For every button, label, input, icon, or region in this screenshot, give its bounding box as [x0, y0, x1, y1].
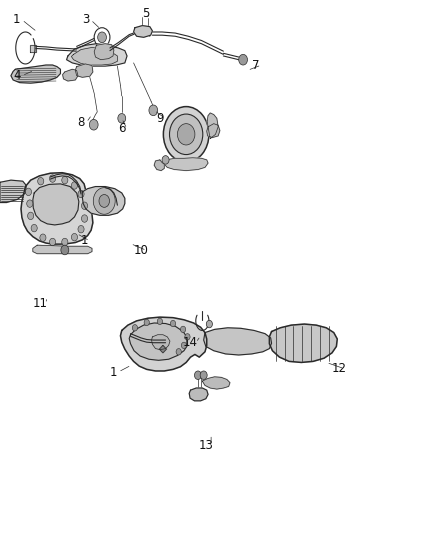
Polygon shape: [75, 64, 93, 77]
Circle shape: [49, 238, 56, 246]
Polygon shape: [63, 69, 78, 81]
Circle shape: [144, 319, 149, 326]
Circle shape: [239, 54, 247, 65]
Text: 1: 1: [13, 13, 21, 26]
Circle shape: [81, 215, 88, 222]
Text: 4: 4: [13, 69, 21, 82]
Circle shape: [40, 234, 46, 241]
Circle shape: [170, 114, 203, 155]
Circle shape: [177, 124, 195, 145]
Circle shape: [206, 320, 212, 328]
Text: 8: 8: [78, 116, 85, 129]
Text: 14: 14: [183, 336, 198, 349]
Circle shape: [98, 32, 106, 43]
Circle shape: [181, 342, 187, 349]
Circle shape: [89, 119, 98, 130]
Circle shape: [118, 114, 126, 123]
Circle shape: [81, 202, 88, 209]
Circle shape: [132, 325, 138, 331]
Circle shape: [49, 175, 56, 182]
Polygon shape: [33, 245, 92, 254]
Polygon shape: [269, 324, 337, 362]
Circle shape: [38, 177, 44, 185]
Polygon shape: [21, 173, 93, 244]
Polygon shape: [94, 44, 114, 60]
Polygon shape: [164, 158, 208, 171]
Polygon shape: [152, 335, 170, 350]
Circle shape: [200, 371, 207, 379]
Polygon shape: [120, 317, 207, 371]
Text: 12: 12: [332, 362, 347, 375]
Circle shape: [149, 105, 158, 116]
Circle shape: [27, 200, 33, 207]
Circle shape: [180, 326, 186, 333]
Circle shape: [31, 224, 37, 232]
Text: 9: 9: [156, 112, 164, 125]
Polygon shape: [207, 113, 218, 139]
Circle shape: [99, 195, 110, 207]
Circle shape: [78, 190, 84, 198]
Circle shape: [162, 156, 169, 164]
Circle shape: [170, 320, 176, 327]
Circle shape: [25, 188, 32, 196]
Text: 10: 10: [134, 244, 149, 257]
Polygon shape: [207, 124, 220, 138]
Polygon shape: [129, 323, 187, 360]
Circle shape: [78, 225, 84, 233]
Polygon shape: [0, 180, 26, 203]
Circle shape: [61, 245, 69, 255]
Text: 7: 7: [252, 59, 260, 71]
Circle shape: [62, 238, 68, 246]
Polygon shape: [202, 377, 230, 389]
Text: 1: 1: [109, 366, 117, 378]
Polygon shape: [33, 184, 79, 225]
Circle shape: [62, 176, 68, 184]
Polygon shape: [154, 160, 164, 171]
Circle shape: [71, 233, 78, 241]
Circle shape: [71, 182, 78, 189]
Polygon shape: [11, 65, 60, 83]
Text: 5: 5: [142, 7, 149, 20]
Circle shape: [28, 212, 34, 220]
Text: 11: 11: [33, 297, 48, 310]
Circle shape: [185, 334, 190, 340]
Polygon shape: [82, 187, 125, 215]
Polygon shape: [204, 328, 272, 355]
Text: 3: 3: [82, 13, 89, 26]
Circle shape: [157, 318, 162, 325]
Polygon shape: [67, 44, 127, 66]
Polygon shape: [159, 345, 166, 353]
Circle shape: [194, 371, 201, 379]
Polygon shape: [30, 45, 36, 52]
Circle shape: [93, 188, 115, 214]
Polygon shape: [71, 47, 117, 65]
Circle shape: [163, 107, 209, 162]
Text: 6: 6: [118, 123, 126, 135]
Polygon shape: [189, 388, 208, 401]
Polygon shape: [134, 26, 152, 37]
Text: 13: 13: [198, 439, 213, 451]
Text: 1: 1: [81, 235, 88, 247]
Circle shape: [176, 349, 181, 355]
